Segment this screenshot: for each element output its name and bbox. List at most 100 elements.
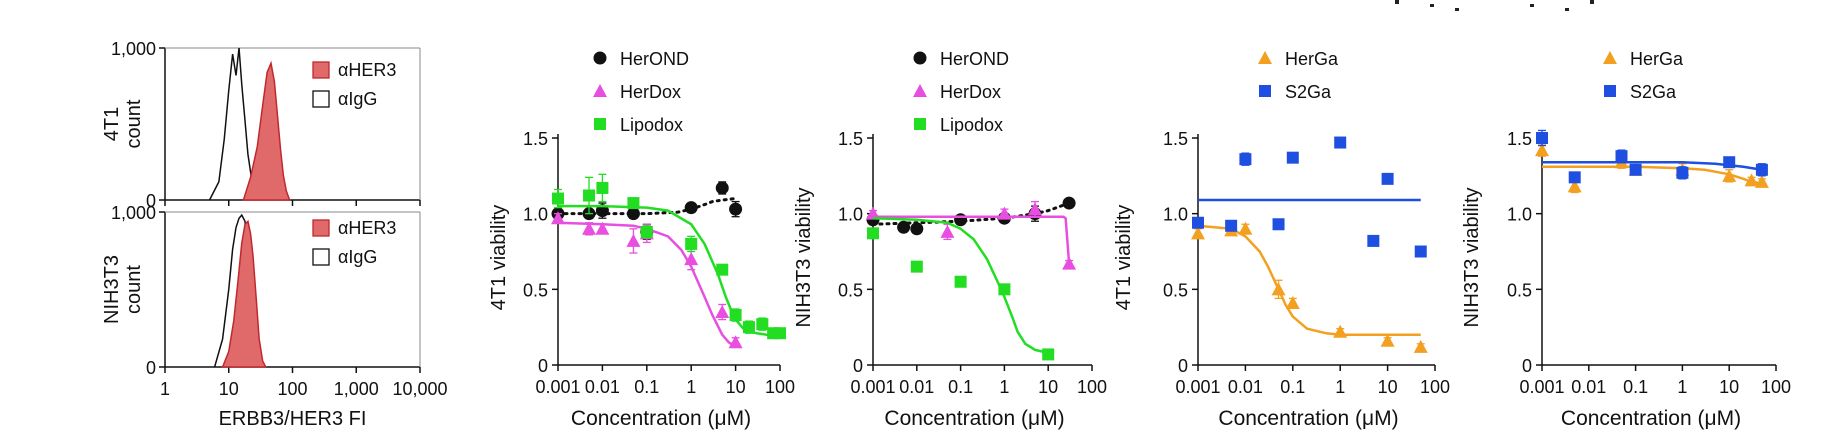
data-point-herond	[729, 202, 743, 216]
x-tick-label: 10	[219, 379, 239, 399]
data-point-lipodox	[596, 181, 609, 194]
x-tick-label: 10	[1719, 377, 1739, 397]
data-point-s2ga	[1615, 150, 1628, 163]
data-point-herga	[1380, 333, 1395, 347]
x-tick-label: 0.1	[1280, 377, 1305, 397]
y-tick-label: 1.0	[523, 205, 548, 225]
data-point-herond	[684, 201, 698, 215]
legend-marker	[913, 51, 927, 65]
data-point-herdox	[626, 233, 641, 247]
data-point-lipodox	[716, 263, 729, 276]
y-tick-label: 1,000	[111, 39, 156, 59]
data-point-herdox	[940, 224, 955, 238]
data-point-herga	[1238, 221, 1253, 235]
legend-marker	[1259, 85, 1271, 97]
data-point-lipodox	[640, 225, 653, 238]
data-point-herga	[1285, 295, 1300, 309]
data-point-herdox	[715, 305, 730, 319]
x-tick-label: 1	[1335, 377, 1345, 397]
legend-marker	[593, 84, 607, 97]
y-tick-label: 0	[146, 358, 156, 378]
data-point-lipodox	[583, 189, 596, 202]
data-point-herga	[1722, 168, 1737, 182]
y-axis-label: NIH3T3	[101, 255, 123, 324]
x-axis-label: Concentration (μM)	[884, 407, 1064, 430]
y-tick-label: 1.0	[838, 205, 863, 225]
fit-curve-lipodox	[558, 204, 780, 336]
legend-label: Lipodox	[940, 115, 1003, 135]
y-axis-label: NIH3T3 viability	[1461, 187, 1483, 327]
x-tick-label: 0.01	[1228, 377, 1263, 397]
data-point-lipodox	[867, 227, 879, 240]
data-point-lipodox	[685, 237, 698, 250]
x-tick-label: 100	[1077, 377, 1107, 397]
x-tick-label: 100	[1420, 377, 1450, 397]
legend-label: S2Ga	[1630, 82, 1677, 102]
y-tick-label: 0	[538, 356, 548, 376]
data-point-herga	[1754, 174, 1769, 188]
data-point-herdox	[582, 221, 597, 235]
legend-label: αHER3	[338, 60, 396, 80]
y-tick-label: 0	[1178, 356, 1188, 376]
y-tick-label: 0.5	[1507, 280, 1532, 300]
y-tick-label: 1.5	[1163, 129, 1188, 149]
data-point-herdox	[1028, 202, 1043, 216]
y-axis-label: count	[123, 99, 145, 148]
data-point-s2ga	[1676, 166, 1689, 179]
x-tick-label: 1,000	[334, 379, 379, 399]
data-point-s2ga	[1334, 136, 1347, 149]
y-tick-label: 1.5	[523, 129, 548, 149]
data-point-herond	[954, 213, 968, 227]
data-point-herond	[626, 207, 640, 221]
hist-nih3t3: 1,000 01 10 100 1,000 10,000 αHER3 αIgG NIH3T3 co…	[101, 203, 448, 430]
x-tick-label: 1	[160, 379, 170, 399]
fit-curve-herdox	[873, 215, 1071, 264]
y-axis-label: count	[123, 265, 145, 314]
x-tick-label: 10,000	[392, 379, 447, 399]
y-tick-label: 1.5	[1507, 129, 1532, 149]
legend-marker	[1258, 51, 1272, 64]
legend-label: HerDox	[620, 82, 681, 102]
y-tick-label: 0	[1522, 356, 1532, 376]
data-point-lipodox	[729, 309, 742, 322]
x-tick-label: 10	[1038, 377, 1058, 397]
data-point-s2ga	[1192, 216, 1204, 229]
data-point-lipodox	[627, 197, 640, 210]
legend-label: HerOND	[940, 49, 1009, 69]
data-point-s2ga	[1414, 245, 1427, 258]
legend-label: HerGa	[1630, 49, 1684, 69]
x-tick-label: 100	[765, 377, 795, 397]
x-tick-label: 100	[1761, 377, 1791, 397]
x-tick-label: 0.1	[1623, 377, 1648, 397]
x-tick-label: 10	[1378, 377, 1398, 397]
legend-marker	[1604, 85, 1616, 97]
data-point-s2ga	[1755, 163, 1768, 176]
legend-label: HerDox	[940, 82, 1001, 102]
legend-marker	[914, 118, 926, 130]
x-tick-label: 0.001	[535, 377, 580, 397]
x-tick-label: 10	[726, 377, 746, 397]
y-tick-label: 1,000	[111, 203, 156, 223]
data-point-lipodox	[742, 321, 755, 334]
legend-marker	[594, 118, 606, 130]
data-point-herdox	[997, 206, 1012, 220]
data-point-herdox	[684, 252, 699, 266]
x-tick-label: 0.01	[585, 377, 620, 397]
x-tick-label: 0.001	[1175, 377, 1220, 397]
y-tick-label: 1.5	[838, 129, 863, 149]
x-tick-label: 0.001	[850, 377, 895, 397]
data-point-lipodox	[774, 327, 786, 340]
y-axis-label: 4T1	[101, 107, 123, 141]
histogram-her3	[242, 60, 291, 201]
legend-marker	[1603, 51, 1617, 64]
data-point-herdox	[1062, 256, 1077, 270]
y-tick-label: 1.0	[1163, 205, 1188, 225]
legend-swatch	[312, 248, 330, 266]
y-tick-label: 1.0	[1507, 205, 1532, 225]
legend-label: HerGa	[1285, 49, 1339, 69]
data-point-herond	[715, 181, 729, 195]
legend-label: αIgG	[338, 89, 377, 109]
fit-curve-herga	[1197, 224, 1421, 336]
x-tick-label: 0.1	[634, 377, 659, 397]
